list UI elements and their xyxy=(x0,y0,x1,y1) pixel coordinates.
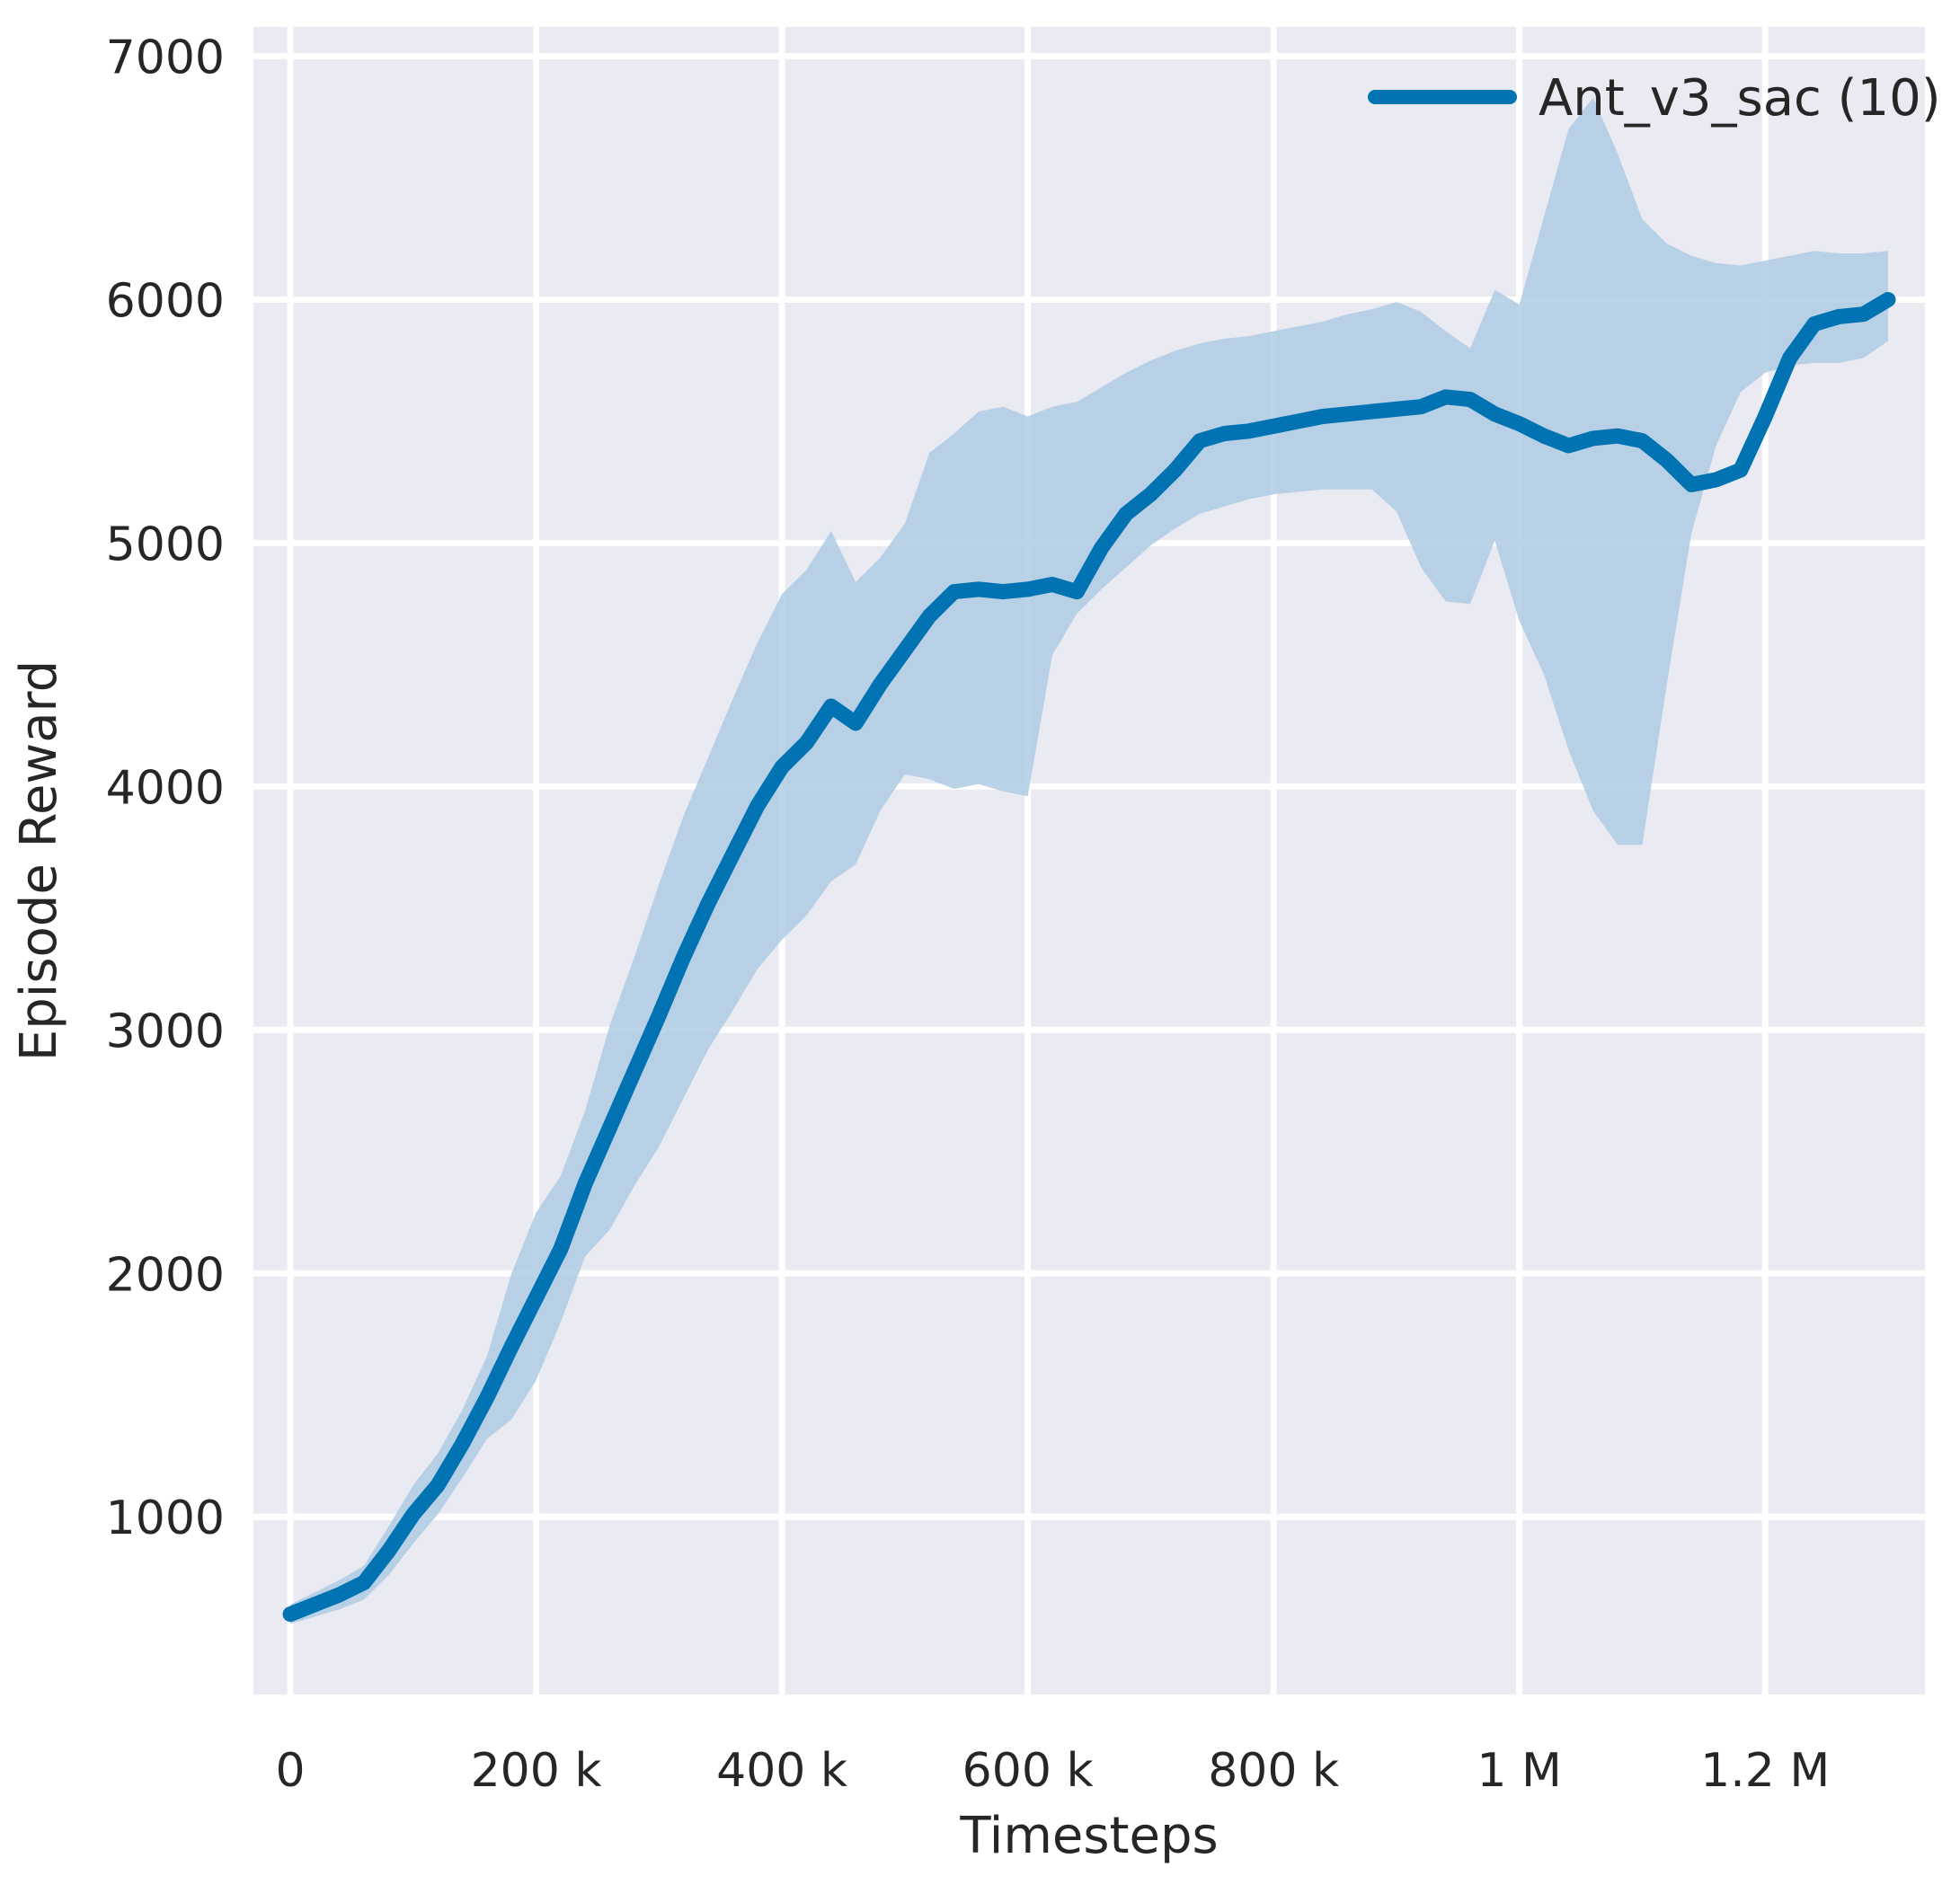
y-axis-title: Episode Reward xyxy=(10,660,68,1061)
confidence-band xyxy=(290,97,1888,1624)
x-tick-label: 400 k xyxy=(716,1744,847,1798)
x-tick-label: 600 k xyxy=(962,1744,1094,1798)
chart-legend[interactable]: Ant_v3_sac (10) xyxy=(1368,69,1941,128)
y-tick-label: 4000 xyxy=(106,761,225,815)
x-tick-label: 1.2 M xyxy=(1700,1744,1830,1798)
x-axis-tick-labels: 0 200 k 400 k 600 k 800 k 1 M 1.2 M xyxy=(275,1744,1830,1798)
x-tick-label: 200 k xyxy=(471,1744,602,1798)
series-line xyxy=(282,291,1896,1623)
y-tick-label: 7000 xyxy=(106,31,225,85)
y-tick-label: 2000 xyxy=(106,1248,225,1302)
x-tick-label: 0 xyxy=(275,1744,305,1798)
x-tick-label: 1 M xyxy=(1477,1744,1561,1798)
legend-entry-label: Ant_v3_sac (10) xyxy=(1539,69,1941,128)
y-tick-label: 6000 xyxy=(106,274,225,328)
series-line-Ant_v3_sac (10) xyxy=(282,291,1896,1623)
x-tick-label: 800 k xyxy=(1208,1744,1339,1798)
y-tick-label: 1000 xyxy=(106,1491,225,1545)
series-band-Ant_v3_sac (10) xyxy=(290,97,1888,1624)
y-axis-tick-labels: 1000 2000 3000 4000 5000 6000 7000 xyxy=(106,31,225,1546)
y-tick-label: 3000 xyxy=(106,1004,225,1058)
y-tick-label: 5000 xyxy=(106,518,225,571)
x-axis-title: Timesteps xyxy=(959,1807,1218,1865)
